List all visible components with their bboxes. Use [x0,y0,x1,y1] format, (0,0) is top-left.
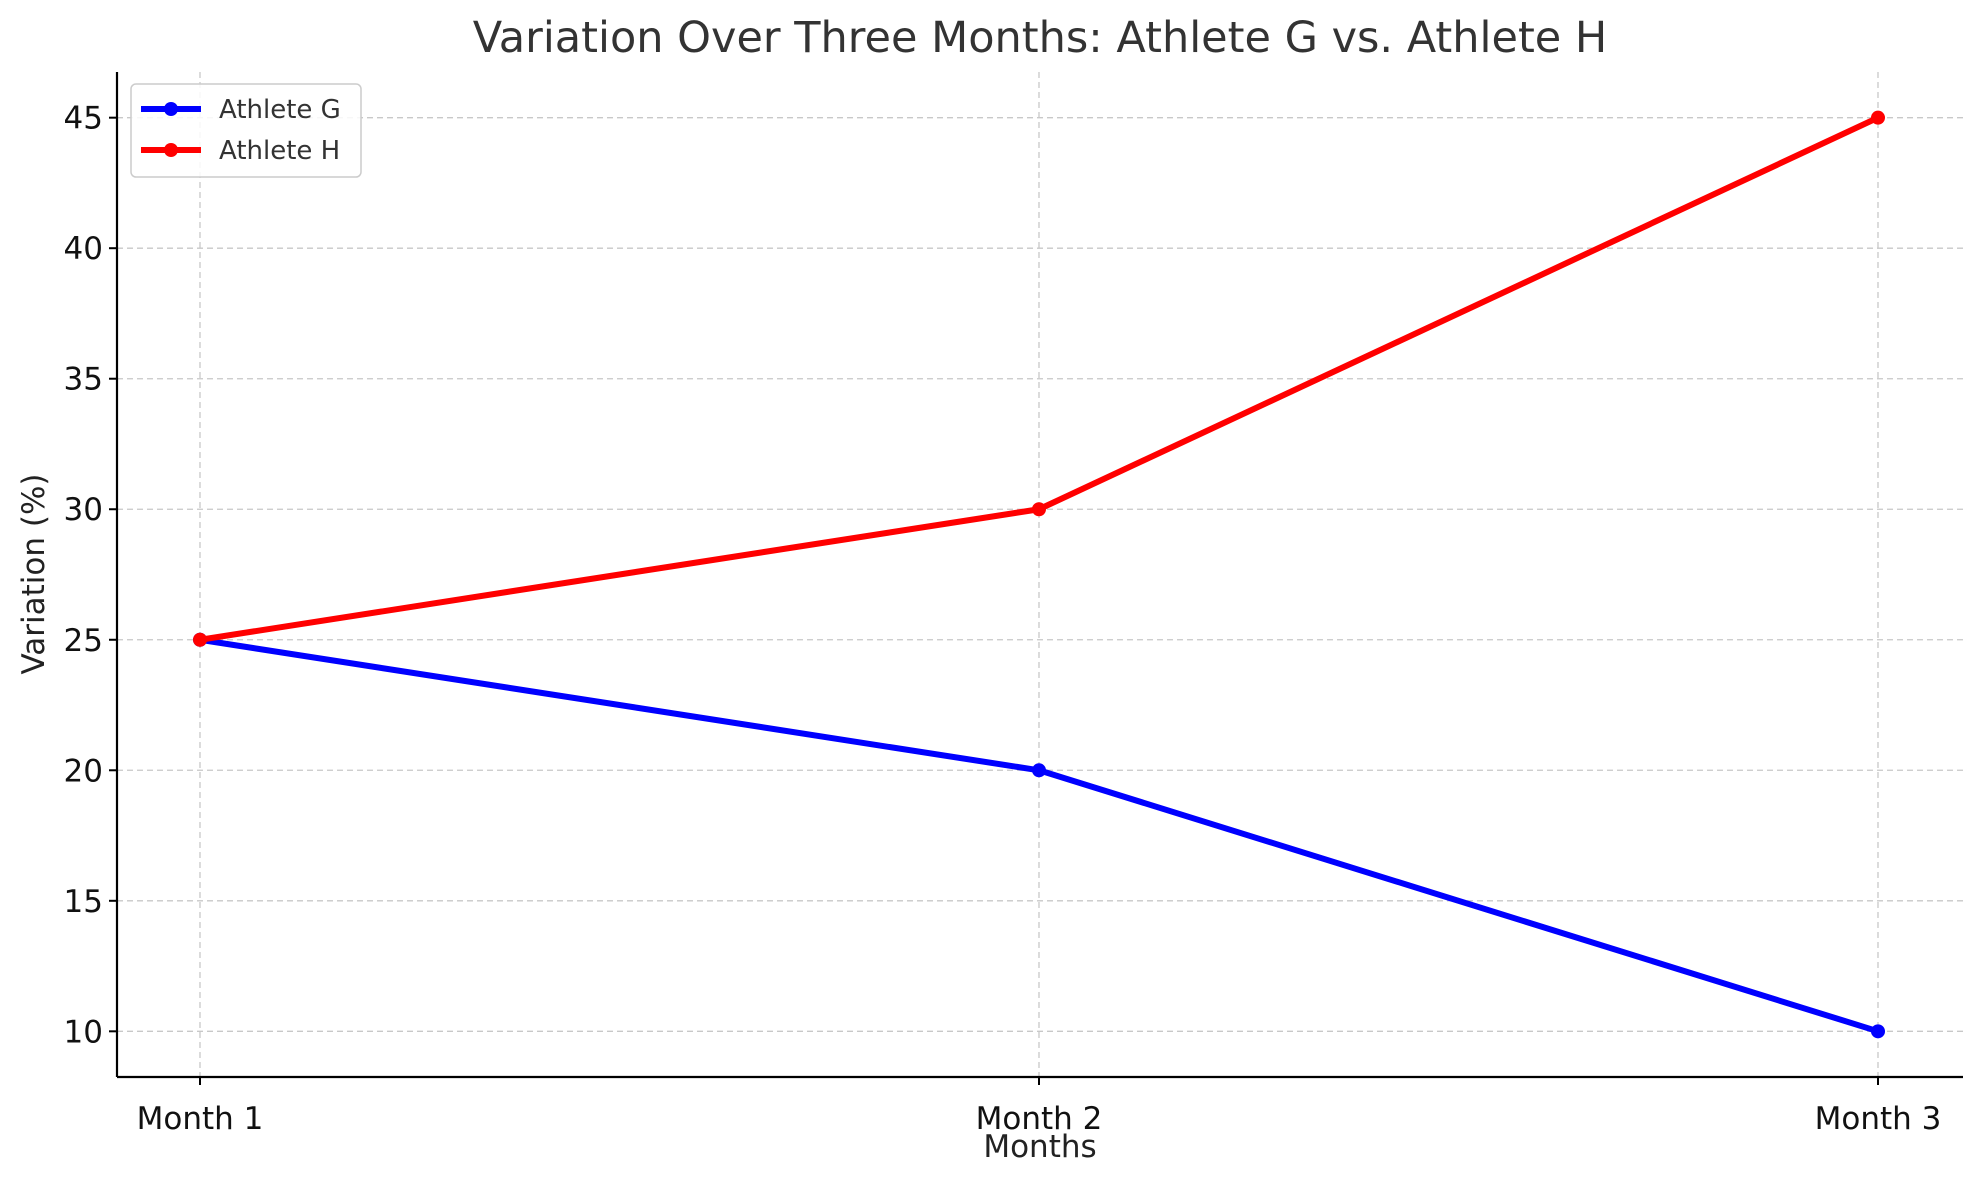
x-axis-label: Months [983,1129,1096,1165]
y-tick-label: 40 [64,231,103,267]
axis-ticks: 10 15 20 25 30 35 40 45 Month 1 Month 2 Month 3 [64,101,1942,1137]
data-point [193,632,207,647]
data-point [1032,502,1046,517]
grid-lines [117,72,1963,1077]
data-point [1871,110,1885,125]
data-point [1871,1024,1885,1039]
y-tick-label: 20 [64,753,103,789]
legend-entries: Athlete G Athlete H [141,95,341,166]
series-lines [193,110,1885,1039]
axes-spines [115,72,1963,1079]
legend-entry: Athlete G [141,95,341,125]
legend-label: Athlete G [219,95,341,125]
data-point [1032,763,1046,778]
legend-entry: Athlete H [141,136,340,166]
legend-marker [164,143,178,157]
x-tick-label: Month 3 [1815,1101,1942,1137]
y-axis-label: Variation (%) [16,473,52,674]
y-tick-label: 30 [64,492,103,528]
y-tick-label: 35 [64,362,103,398]
y-tick-label: 15 [64,884,103,920]
x-tick-label: Month 2 [976,1101,1103,1137]
legend: Athlete G Athlete H [130,83,362,178]
x-tick-label: Month 1 [137,1101,264,1137]
y-tick-label: 10 [64,1014,103,1050]
y-tick-label: 45 [64,101,103,137]
legend-label: Athlete H [219,136,340,166]
legend-marker [164,102,178,116]
y-tick-label: 25 [64,623,103,659]
chart-title: Variation Over Three Months: Athlete G v… [473,13,1608,63]
series-athlete-h [193,110,1885,647]
